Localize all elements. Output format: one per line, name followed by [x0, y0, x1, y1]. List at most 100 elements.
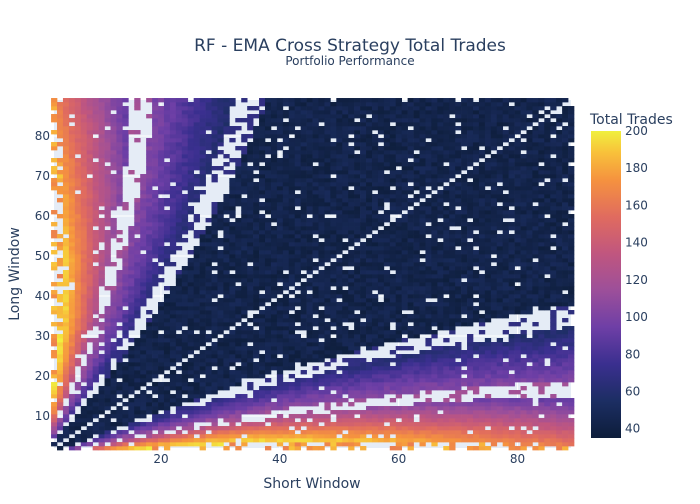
heatmap-cell[interactable] [342, 190, 348, 194]
heatmap-cell[interactable] [122, 146, 128, 150]
heatmap-cell[interactable] [182, 222, 188, 226]
heatmap-cell[interactable] [396, 194, 402, 198]
heatmap-cell[interactable] [324, 290, 330, 294]
heatmap-cell[interactable] [259, 310, 265, 314]
heatmap-cell[interactable] [176, 106, 182, 110]
heatmap-cell[interactable] [378, 278, 384, 282]
heatmap-cell[interactable] [283, 206, 289, 210]
heatmap-cell[interactable] [307, 166, 313, 170]
heatmap-cell[interactable] [318, 322, 324, 326]
heatmap-cell[interactable] [110, 426, 116, 430]
heatmap-cell[interactable] [313, 230, 319, 234]
heatmap-cell[interactable] [128, 266, 134, 270]
heatmap-cell[interactable] [408, 150, 414, 154]
heatmap-cell[interactable] [99, 422, 105, 426]
heatmap-cell[interactable] [307, 378, 313, 382]
heatmap-cell[interactable] [342, 210, 348, 214]
heatmap-cell[interactable] [170, 290, 176, 294]
heatmap-cell[interactable] [378, 106, 384, 110]
heatmap-cell[interactable] [390, 238, 396, 242]
heatmap-cell[interactable] [87, 314, 93, 318]
heatmap-cell[interactable] [348, 386, 354, 390]
heatmap-cell[interactable] [283, 354, 289, 358]
heatmap-cell[interactable] [176, 390, 182, 394]
heatmap-cell[interactable] [318, 414, 324, 418]
heatmap-cell[interactable] [99, 358, 105, 362]
heatmap-cell[interactable] [307, 146, 313, 150]
heatmap-cell[interactable] [372, 422, 378, 426]
heatmap-cell[interactable] [402, 194, 408, 198]
heatmap-cell[interactable] [259, 374, 265, 378]
heatmap-cell[interactable] [277, 178, 283, 182]
heatmap-cell[interactable] [116, 122, 122, 126]
heatmap-cell[interactable] [330, 202, 336, 206]
heatmap-cell[interactable] [122, 410, 128, 414]
heatmap-cell[interactable] [348, 342, 354, 346]
heatmap-cell[interactable] [354, 182, 360, 186]
heatmap-cell[interactable] [69, 106, 75, 110]
heatmap-cell[interactable] [69, 378, 75, 382]
heatmap-cell[interactable] [313, 198, 319, 202]
heatmap-cell[interactable] [354, 262, 360, 266]
heatmap-cell[interactable] [140, 286, 146, 290]
heatmap-cell[interactable] [289, 234, 295, 238]
heatmap-cell[interactable] [134, 398, 140, 402]
heatmap-cell[interactable] [271, 122, 277, 126]
heatmap-cell[interactable] [378, 306, 384, 310]
heatmap-cell[interactable] [396, 182, 402, 186]
heatmap-cell[interactable] [449, 330, 455, 334]
heatmap-cell[interactable] [301, 170, 307, 174]
heatmap-cell[interactable] [134, 106, 140, 110]
heatmap-cell[interactable] [313, 294, 319, 298]
heatmap-cell[interactable] [348, 330, 354, 334]
heatmap-cell[interactable] [336, 422, 342, 426]
heatmap-cell[interactable] [164, 190, 170, 194]
heatmap-cell[interactable] [378, 338, 384, 342]
heatmap-cell[interactable] [295, 246, 301, 250]
heatmap-cell[interactable] [420, 106, 426, 110]
heatmap-cell[interactable] [93, 190, 99, 194]
heatmap-cell[interactable] [307, 150, 313, 154]
heatmap-cell[interactable] [75, 250, 81, 254]
heatmap-cell[interactable] [63, 290, 69, 294]
heatmap-cell[interactable] [443, 302, 449, 306]
heatmap-cell[interactable] [449, 102, 455, 106]
heatmap-cell[interactable] [354, 378, 360, 382]
heatmap-cell[interactable] [134, 102, 140, 106]
heatmap-cell[interactable] [425, 262, 431, 266]
heatmap-cell[interactable] [81, 150, 87, 154]
heatmap-cell[interactable] [378, 282, 384, 286]
heatmap-cell[interactable] [182, 102, 188, 106]
heatmap-cell[interactable] [307, 202, 313, 206]
heatmap-cell[interactable] [420, 122, 426, 126]
heatmap-cell[interactable] [200, 390, 206, 394]
heatmap-cell[interactable] [396, 138, 402, 142]
heatmap-cell[interactable] [390, 202, 396, 206]
heatmap-cell[interactable] [443, 98, 449, 102]
heatmap-cell[interactable] [318, 194, 324, 198]
heatmap-cell[interactable] [229, 274, 235, 278]
heatmap-cell[interactable] [324, 298, 330, 302]
heatmap-cell[interactable] [99, 234, 105, 238]
heatmap-cell[interactable] [301, 386, 307, 390]
heatmap-cell[interactable] [69, 442, 75, 446]
heatmap-cell[interactable] [372, 270, 378, 274]
heatmap-cell[interactable] [283, 218, 289, 222]
heatmap-cell[interactable] [146, 186, 152, 190]
heatmap-cell[interactable] [259, 358, 265, 362]
heatmap-cell[interactable] [289, 170, 295, 174]
heatmap-cell[interactable] [431, 366, 437, 370]
heatmap-cell[interactable] [265, 290, 271, 294]
heatmap-cell[interactable] [307, 182, 313, 186]
heatmap-cell[interactable] [200, 302, 206, 306]
heatmap-cell[interactable] [253, 198, 259, 202]
heatmap-cell[interactable] [354, 334, 360, 338]
heatmap-cell[interactable] [324, 434, 330, 438]
heatmap-cell[interactable] [277, 318, 283, 322]
heatmap-cell[interactable] [384, 234, 390, 238]
heatmap-cell[interactable] [366, 370, 372, 374]
heatmap-cell[interactable] [229, 290, 235, 294]
heatmap-cell[interactable] [259, 158, 265, 162]
heatmap-cell[interactable] [81, 438, 87, 442]
heatmap-cell[interactable] [206, 110, 212, 114]
